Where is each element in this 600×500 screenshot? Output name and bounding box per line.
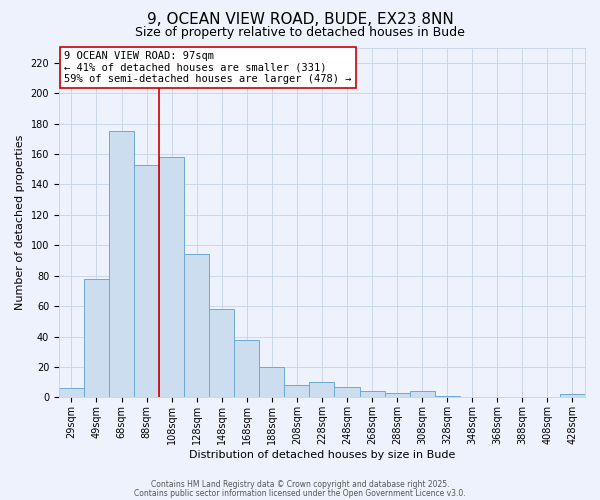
Text: 9 OCEAN VIEW ROAD: 97sqm
← 41% of detached houses are smaller (331)
59% of semi-: 9 OCEAN VIEW ROAD: 97sqm ← 41% of detach… xyxy=(64,51,352,84)
Bar xyxy=(134,164,159,398)
Bar xyxy=(84,279,109,398)
Bar xyxy=(334,387,359,398)
Bar xyxy=(184,254,209,398)
Bar xyxy=(159,157,184,398)
Bar xyxy=(109,131,134,398)
Text: Contains public sector information licensed under the Open Government Licence v3: Contains public sector information licen… xyxy=(134,488,466,498)
Bar xyxy=(410,392,434,398)
Bar xyxy=(209,309,234,398)
Bar xyxy=(434,396,460,398)
Text: 9, OCEAN VIEW ROAD, BUDE, EX23 8NN: 9, OCEAN VIEW ROAD, BUDE, EX23 8NN xyxy=(146,12,454,28)
Text: Contains HM Land Registry data © Crown copyright and database right 2025.: Contains HM Land Registry data © Crown c… xyxy=(151,480,449,489)
Y-axis label: Number of detached properties: Number of detached properties xyxy=(15,135,25,310)
Bar xyxy=(560,394,585,398)
Bar xyxy=(259,367,284,398)
Bar xyxy=(234,340,259,398)
Bar xyxy=(359,392,385,398)
Bar xyxy=(59,388,84,398)
Text: Size of property relative to detached houses in Bude: Size of property relative to detached ho… xyxy=(135,26,465,39)
Bar xyxy=(385,393,410,398)
Bar xyxy=(284,386,310,398)
Bar xyxy=(310,382,334,398)
X-axis label: Distribution of detached houses by size in Bude: Distribution of detached houses by size … xyxy=(189,450,455,460)
